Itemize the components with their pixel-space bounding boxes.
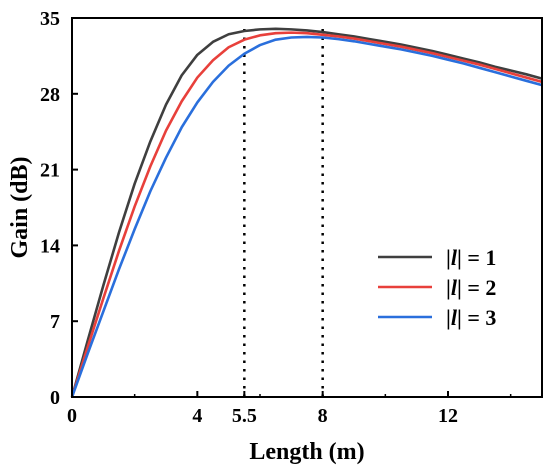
series-line: [70, 35, 543, 398]
x-tick-label: 4: [192, 405, 202, 427]
plot-frame: [71, 17, 543, 398]
legend-label: |l| = 2: [446, 275, 496, 300]
y-tick-label: 7: [50, 311, 60, 333]
legend-label: |l| = 3: [446, 305, 496, 330]
legend-label: |l| = 1: [446, 245, 496, 270]
y-tick-label: 0: [50, 387, 60, 409]
y-tick-label: 14: [40, 235, 60, 257]
axis-ticks: 0 4 5.5 8 12 0 7 14 21 28 35: [40, 8, 512, 427]
reference-lines: [243, 24, 324, 397]
y-tick-label: 28: [40, 84, 60, 106]
x-tick-label: 0: [67, 405, 77, 427]
series-line: [70, 31, 543, 398]
series-lines: [70, 27, 543, 398]
x-tick-label: 5.5: [232, 405, 257, 427]
y-axis-title: Gain (dB): [7, 156, 33, 258]
x-tick-label: 12: [438, 405, 458, 427]
x-axis-title: Length (m): [249, 439, 364, 465]
legend: |l| = 1 |l| = 2 |l| = 3: [378, 245, 496, 330]
x-tick-label: 8: [318, 405, 328, 427]
y-tick-label: 35: [40, 8, 60, 30]
series-line: [70, 27, 543, 398]
y-tick-label: 21: [40, 160, 60, 182]
